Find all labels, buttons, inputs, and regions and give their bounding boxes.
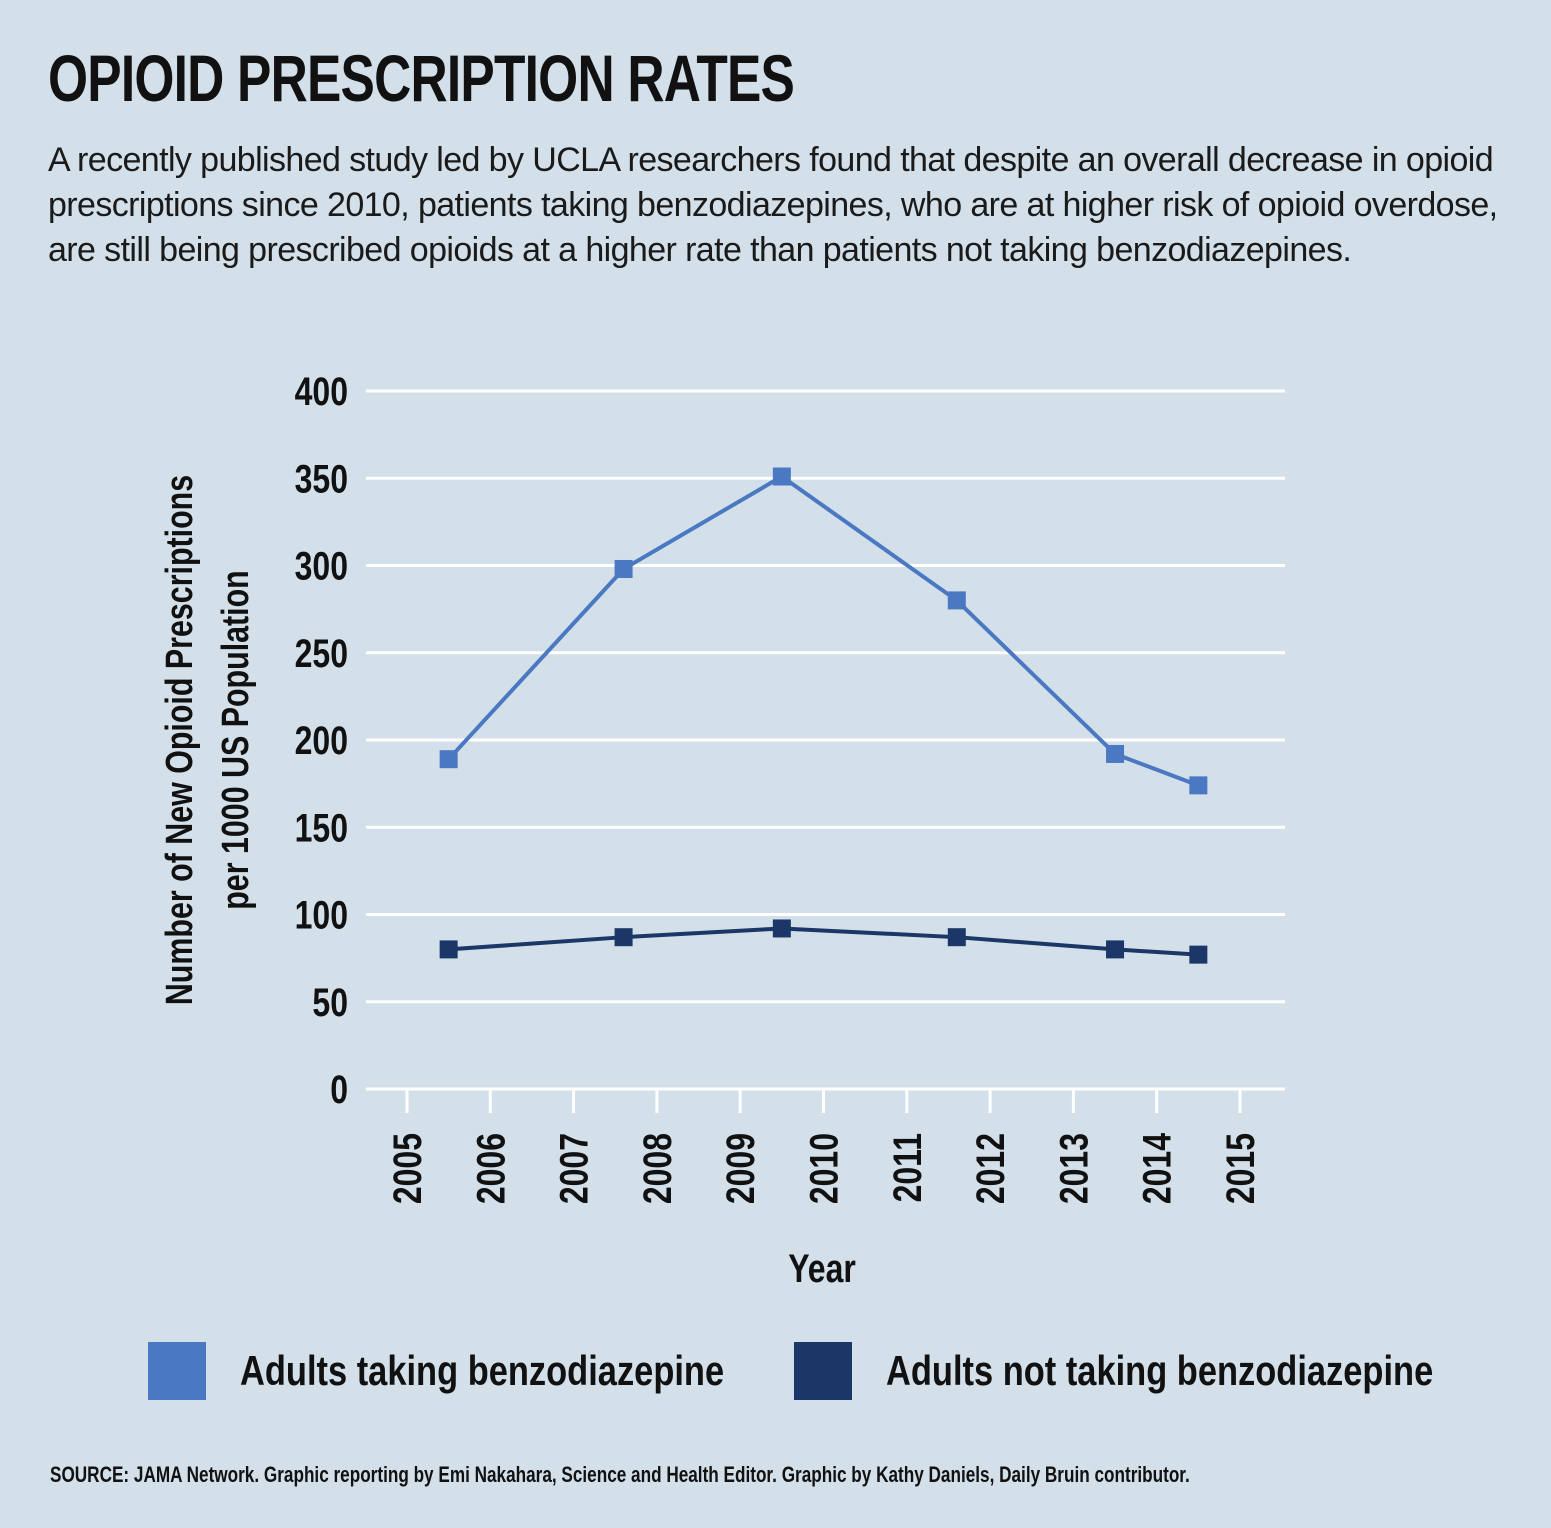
x-tick-label: 2014 xyxy=(1134,1133,1179,1204)
data-point xyxy=(439,940,458,959)
legend-label-not-taking: Adults not taking benzodiazepine xyxy=(886,1347,1434,1394)
data-point xyxy=(1106,744,1125,763)
x-tick-label: 2009 xyxy=(718,1133,763,1204)
x-tick-label: 2011 xyxy=(884,1133,929,1202)
y-tick-label: 400 xyxy=(295,369,348,414)
y-axis-label-line-1: Number of New Opioid Prescriptions xyxy=(159,475,201,1005)
chart-title: OPIOID PRESCRIPTION RATES xyxy=(48,41,795,115)
y-tick-label: 200 xyxy=(295,718,348,763)
legend-swatch-taking xyxy=(148,1342,206,1400)
data-point xyxy=(772,919,791,938)
y-tick-label: 150 xyxy=(295,805,348,850)
x-tick-label: 2008 xyxy=(634,1133,679,1204)
y-tick-label: 100 xyxy=(295,892,348,937)
x-tick-label: 2005 xyxy=(385,1133,430,1204)
series-not-taking-benzodiazepine xyxy=(439,919,1208,964)
data-point xyxy=(1189,776,1208,795)
data-point xyxy=(439,750,458,769)
x-tick-label: 2012 xyxy=(968,1133,1013,1204)
series-line xyxy=(448,926,1199,957)
y-tick-label: 300 xyxy=(295,543,348,588)
y-tick-label: 0 xyxy=(330,1067,348,1112)
data-point xyxy=(614,559,633,578)
data-point xyxy=(1189,945,1208,964)
legend-label-taking: Adults taking benzodiazepine xyxy=(240,1347,725,1394)
y-axis-ticks: 0 50 100 150 200 250 300 350 400 xyxy=(295,369,348,1112)
x-tick-label: 2007 xyxy=(551,1133,596,1204)
y-tick-label: 50 xyxy=(312,979,348,1024)
data-point xyxy=(947,591,966,610)
source-credit: SOURCE: JAMA Network. Graphic reporting … xyxy=(50,1462,1190,1487)
chart-subtitle: A recently published study led by UCLA r… xyxy=(48,141,1498,269)
x-tick-label: 2013 xyxy=(1051,1133,1096,1204)
x-tick-label: 2015 xyxy=(1218,1133,1263,1204)
gridlines xyxy=(366,389,1285,1004)
data-point xyxy=(1106,940,1125,959)
x-axis-label: Year xyxy=(788,1246,856,1291)
y-tick-label: 250 xyxy=(295,630,348,675)
data-point xyxy=(614,928,633,947)
series-layer xyxy=(439,467,1208,964)
legend-item-not-taking: Adults not taking benzodiazepine xyxy=(794,1342,1551,1400)
legend-swatch-not-taking xyxy=(794,1342,852,1400)
series-line xyxy=(447,474,1200,788)
series-taking-benzodiazepine xyxy=(439,467,1208,795)
data-point xyxy=(947,928,966,947)
x-axis-ticks: 2005 2006 2007 2008 2009 2010 2011 2012 2013 2014… xyxy=(385,1089,1263,1204)
x-tick-label: 2006 xyxy=(468,1133,513,1204)
data-point xyxy=(772,467,791,486)
legend-item-taking: Adults taking benzodiazepine xyxy=(148,1342,830,1400)
x-tick-label: 2010 xyxy=(801,1133,846,1204)
y-axis-label-line-2: per 1000 US Population xyxy=(215,570,257,910)
y-tick-label: 350 xyxy=(295,456,348,501)
